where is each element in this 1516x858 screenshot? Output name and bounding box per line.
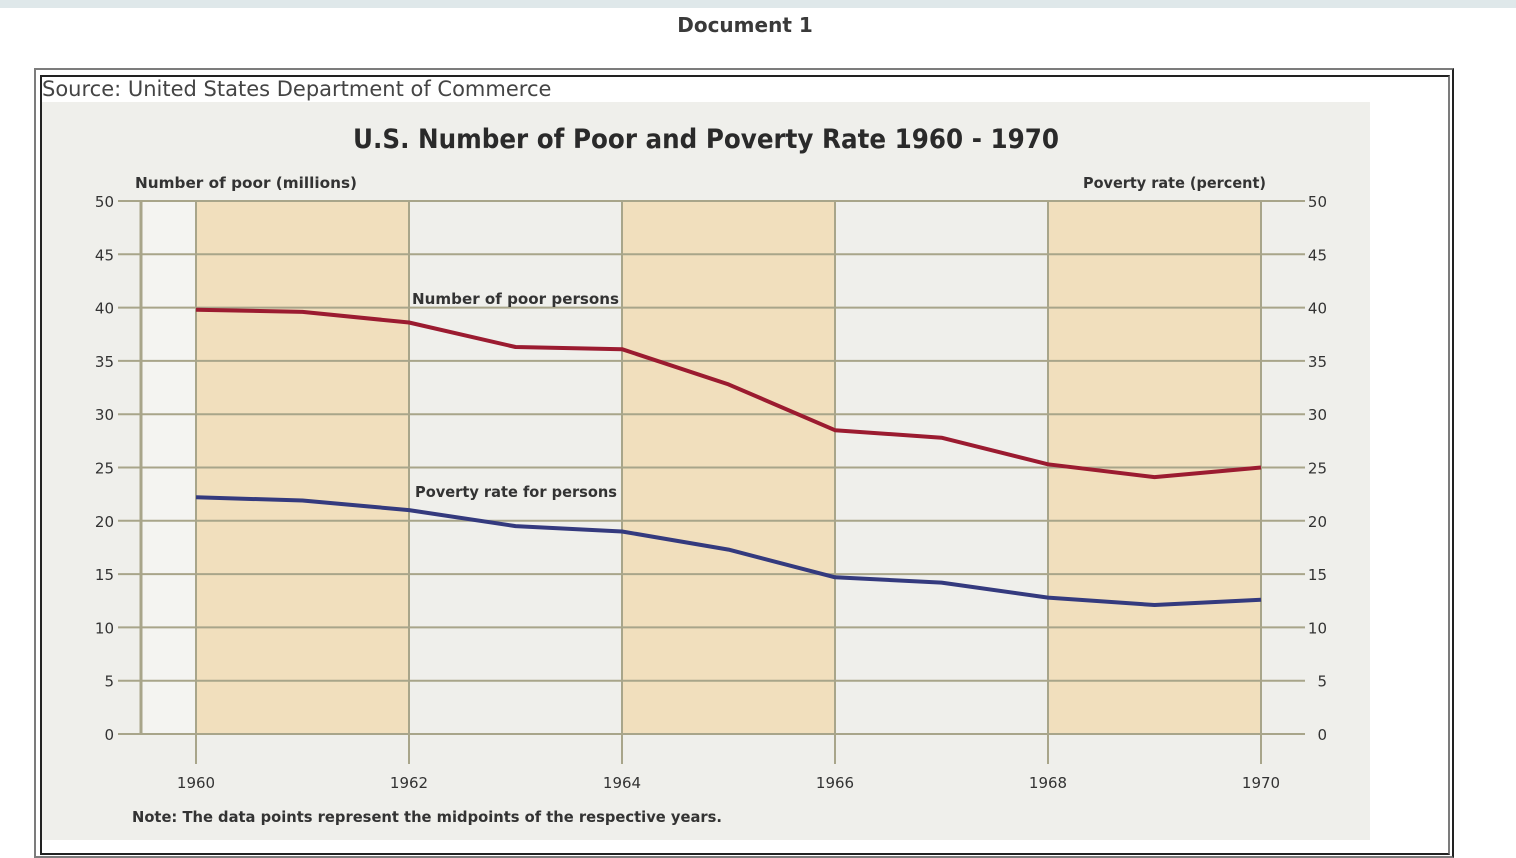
chart-container: 0 5 10 15 20 25 30 35 40 45 50 0 5 10 15 20 25 30 35 40 45 5…: [42, 102, 1370, 840]
chart-title: U.S. Number of Poor and Poverty Rate 196…: [353, 124, 1059, 155]
series-line-number-of-poor: [195, 307, 1262, 480]
series-line-poverty-rate: [195, 495, 1262, 607]
x-tick-label: 1966: [816, 774, 854, 792]
x-tick-label: 1962: [390, 774, 428, 792]
right-y-tick-label: 5: [1317, 673, 1327, 691]
gridlines: [118, 200, 1305, 735]
series-label-rate: Poverty rate for persons: [415, 483, 617, 501]
right-axis-label: Poverty rate (percent): [1083, 174, 1266, 192]
left-y-tick-label: 30: [95, 406, 114, 424]
right-y-tick-label: 15: [1308, 566, 1327, 584]
right-y-tick-label: 35: [1308, 353, 1327, 371]
right-y-tick-label: 40: [1308, 300, 1327, 318]
right-y-tick-label: 0: [1317, 726, 1327, 744]
x-axis-ticks: 1960 1962 1964 1966 1968 1970: [177, 201, 1280, 792]
right-y-axis-ticks: 0 5 10 15 20 25 30 35 40 45 50: [1308, 193, 1327, 744]
right-y-tick-label: 20: [1308, 513, 1327, 531]
left-y-axis-ticks: 0 5 10 15 20 25 30 35 40 45 50: [95, 193, 114, 744]
x-tick-label: 1970: [1242, 774, 1280, 792]
left-y-tick-label: 15: [95, 566, 114, 584]
right-y-tick-label: 10: [1308, 619, 1327, 637]
top-bar: [0, 0, 1516, 8]
series-label-poor: Number of poor persons: [412, 290, 619, 308]
right-y-tick-label: 50: [1308, 193, 1327, 211]
x-tick-label: 1960: [177, 774, 215, 792]
x-tick-label: 1964: [603, 774, 641, 792]
left-y-tick-label: 10: [95, 619, 114, 637]
left-y-tick-label: 20: [95, 513, 114, 531]
x-tick-label: 1968: [1029, 774, 1067, 792]
left-y-tick-label: 5: [104, 673, 114, 691]
document-heading: Document 1: [677, 13, 813, 37]
left-y-tick-label: 45: [95, 246, 114, 264]
left-y-tick-label: 25: [95, 460, 114, 478]
right-y-tick-label: 30: [1308, 406, 1327, 424]
data-lines: [195, 307, 1262, 607]
left-axis-label: Number of poor (millions): [135, 174, 357, 192]
source-caption: Source: United States Department of Comm…: [42, 77, 552, 101]
left-y-tick-label: 35: [95, 353, 114, 371]
left-y-tick-label: 0: [104, 726, 114, 744]
right-y-tick-label: 45: [1308, 246, 1327, 264]
left-y-tick-label: 50: [95, 193, 114, 211]
poverty-chart: 0 5 10 15 20 25 30 35 40 45 50 0 5 10 15 20 25 30 35 40 45 5…: [95, 124, 1327, 826]
right-y-tick-label: 25: [1308, 460, 1327, 478]
left-y-tick-label: 40: [95, 300, 114, 318]
chart-note: Note: The data points represent the midp…: [132, 808, 722, 826]
